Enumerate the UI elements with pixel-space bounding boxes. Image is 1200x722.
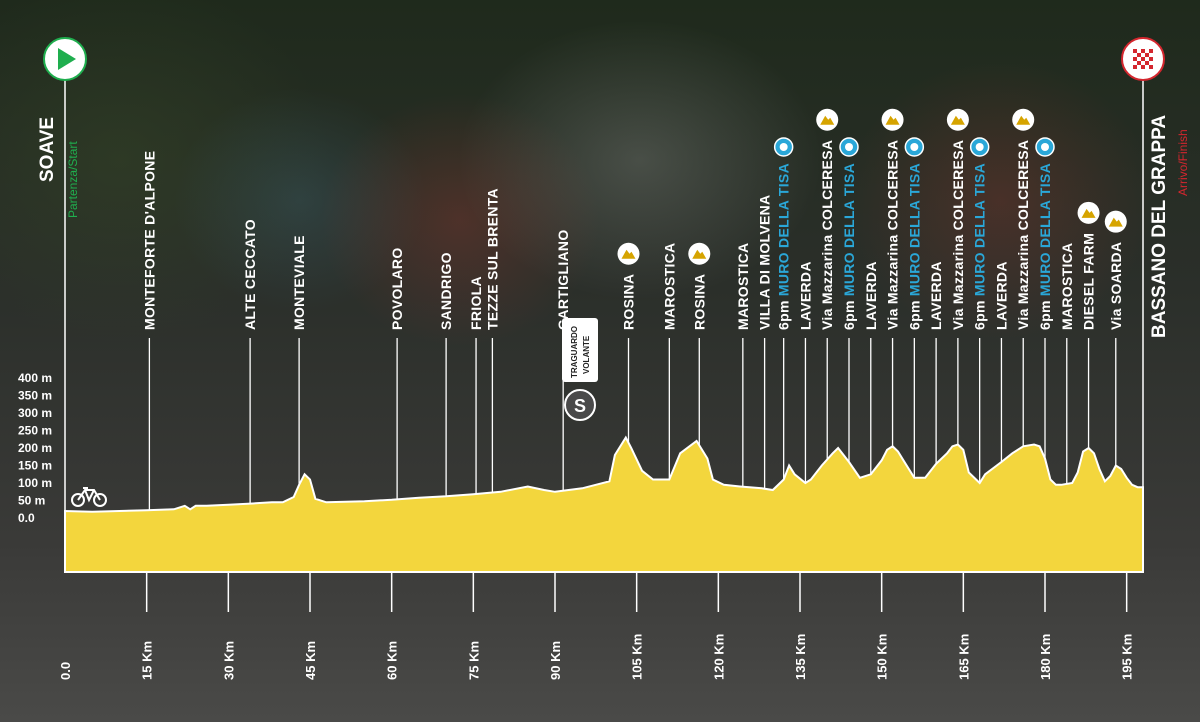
- checker-cell: [1145, 53, 1149, 57]
- mountain-glyph: [1108, 217, 1123, 227]
- checker-cell: [1149, 49, 1153, 53]
- y-tick-label: 0.0: [18, 511, 35, 525]
- location-label: 6pm MURO DELLA TISA: [841, 163, 857, 330]
- location-label: 6pm MURO DELLA TISA: [776, 163, 792, 330]
- location-label: ROSINA: [621, 274, 637, 330]
- y-tick-label: 300 m: [18, 406, 52, 420]
- km-tick-label: 180 Km: [1038, 634, 1053, 680]
- finish-town: BASSANO DEL GRAPPA: [1149, 115, 1170, 338]
- location-label: ALTE CECCATO: [242, 219, 258, 330]
- gpm-badge-dot: [1041, 143, 1049, 152]
- km-tick-label: 45 Km: [303, 641, 318, 680]
- mountain-glyph: [692, 249, 707, 259]
- checker-cell: [1149, 57, 1153, 61]
- y-axis-labels: 0.0 50 m 100 m 150 m 200 m 250 m 300 m 350 m 400…: [18, 371, 52, 525]
- location-label: POVOLARO: [389, 247, 405, 330]
- location-labels: MONTEFORTE D'ALPONE ALTE CECCATO MONTEVIAL…: [141, 140, 1123, 330]
- x-axis-km-labels: 0.0 15 Km 30 Km 45 Km 60 Km 75 Km 90 Km 105 Km 1…: [58, 572, 1135, 680]
- finish-subtitle: Arrivo/Finish: [1176, 129, 1190, 196]
- km-tick-label: 105 Km: [630, 634, 645, 680]
- checker-cell: [1141, 65, 1145, 69]
- km-tick-label: 165 Km: [956, 634, 971, 680]
- y-tick-label: 50 m: [18, 494, 45, 508]
- checker-cell: [1149, 65, 1153, 69]
- location-label: DIESEL FARM: [1081, 233, 1097, 330]
- location-label: 6pm MURO DELLA TISA: [972, 163, 988, 330]
- km-tick-label: 135 Km: [793, 634, 808, 680]
- km-tick-label: 15 Km: [140, 641, 155, 680]
- y-tick-label: 400 m: [18, 371, 52, 385]
- location-label: Via Mazzarina COLCERESA: [819, 140, 835, 330]
- gpm-badge-dot: [910, 143, 919, 152]
- location-label: TEZZE SUL BRENTA: [484, 188, 500, 330]
- location-label: MAROSTICA: [735, 243, 751, 330]
- checker-cell: [1137, 61, 1141, 65]
- gpm-badge-dot: [975, 143, 984, 152]
- start-flag-icon: [43, 37, 87, 81]
- checker-cell: [1133, 57, 1137, 61]
- location-label: MAROSTICA: [1059, 243, 1075, 330]
- km-tick-label: 60 Km: [385, 641, 400, 680]
- gpm-badge-dot: [845, 143, 853, 152]
- location-label: Via Mazzarina COLCERESA: [885, 140, 901, 330]
- location-marker-lines: [148, 338, 1117, 511]
- checker-cell: [1137, 53, 1141, 57]
- checker-cell: [1133, 65, 1137, 69]
- climb-icons: [617, 108, 1127, 265]
- mountain-glyph: [950, 115, 965, 125]
- finish-flag-icon: [1121, 37, 1165, 81]
- location-label: CARTIGLIANO: [555, 229, 571, 330]
- location-label: LAVERDA: [797, 261, 813, 330]
- y-tick-label: 150 m: [18, 459, 52, 473]
- location-label: VILLA DI MOLVENA: [757, 195, 773, 330]
- location-label: Via Mazzarina COLCERESA: [950, 140, 966, 330]
- location-label: Via SOARDA: [1108, 242, 1124, 330]
- checker-cell: [1145, 61, 1149, 65]
- mountain-glyph: [820, 115, 835, 125]
- km-tick-label: 75 Km: [466, 641, 481, 680]
- mountain-glyph: [1016, 115, 1031, 125]
- start-subtitle: Partenza/Start: [66, 141, 80, 218]
- mountain-glyph: [1081, 208, 1096, 218]
- bicycle-icon: [71, 487, 107, 507]
- checker-cell: [1141, 49, 1145, 53]
- km-tick-label: 0.0: [58, 662, 73, 680]
- location-label: MONTEFORTE D'ALPONE: [141, 151, 157, 330]
- location-label: 6pm MURO DELLA TISA: [906, 163, 922, 330]
- location-label: MAROSTICA: [661, 243, 677, 330]
- location-label: FRIOLA: [468, 276, 484, 330]
- location-label: LAVERDA: [928, 261, 944, 330]
- mountain-glyph: [621, 249, 636, 259]
- y-tick-label: 200 m: [18, 441, 52, 455]
- y-tick-label: 250 m: [18, 424, 52, 438]
- location-label: LAVERDA: [993, 261, 1009, 330]
- location-label: Via Mazzarina COLCERESA: [1015, 140, 1031, 330]
- sprint-icon-letter: S: [574, 396, 586, 416]
- km-tick-label: 90 Km: [548, 641, 563, 680]
- start-town: SOAVE: [37, 117, 58, 182]
- km-tick-label: 150 Km: [875, 634, 890, 680]
- gpm-badge-dot: [779, 143, 788, 152]
- location-label: 6pm MURO DELLA TISA: [1037, 163, 1053, 330]
- km-tick-label: 120 Km: [711, 634, 726, 680]
- location-label: ROSINA: [691, 274, 707, 330]
- checker-cell: [1141, 57, 1145, 61]
- elevation-profile-area: [64, 435, 1144, 573]
- sprint-icon: S: [564, 389, 596, 421]
- sprint-label-line2: VOLANTE: [582, 335, 591, 374]
- location-label: SANDRIGO: [438, 252, 454, 330]
- checker-cell: [1133, 49, 1137, 53]
- location-label: LAVERDA: [863, 261, 879, 330]
- y-tick-label: 100 m: [18, 476, 52, 490]
- km-tick-label: 195 Km: [1120, 634, 1135, 680]
- y-tick-label: 350 m: [18, 389, 52, 403]
- sprint-label-line1: TRAGUARDO: [570, 326, 579, 378]
- km-tick-label: 30 Km: [221, 641, 236, 680]
- location-label: MONTEVIALE: [291, 235, 307, 330]
- mountain-glyph: [885, 115, 900, 125]
- intermediate-sprint-box: TRAGUARDO VOLANTE: [562, 318, 598, 382]
